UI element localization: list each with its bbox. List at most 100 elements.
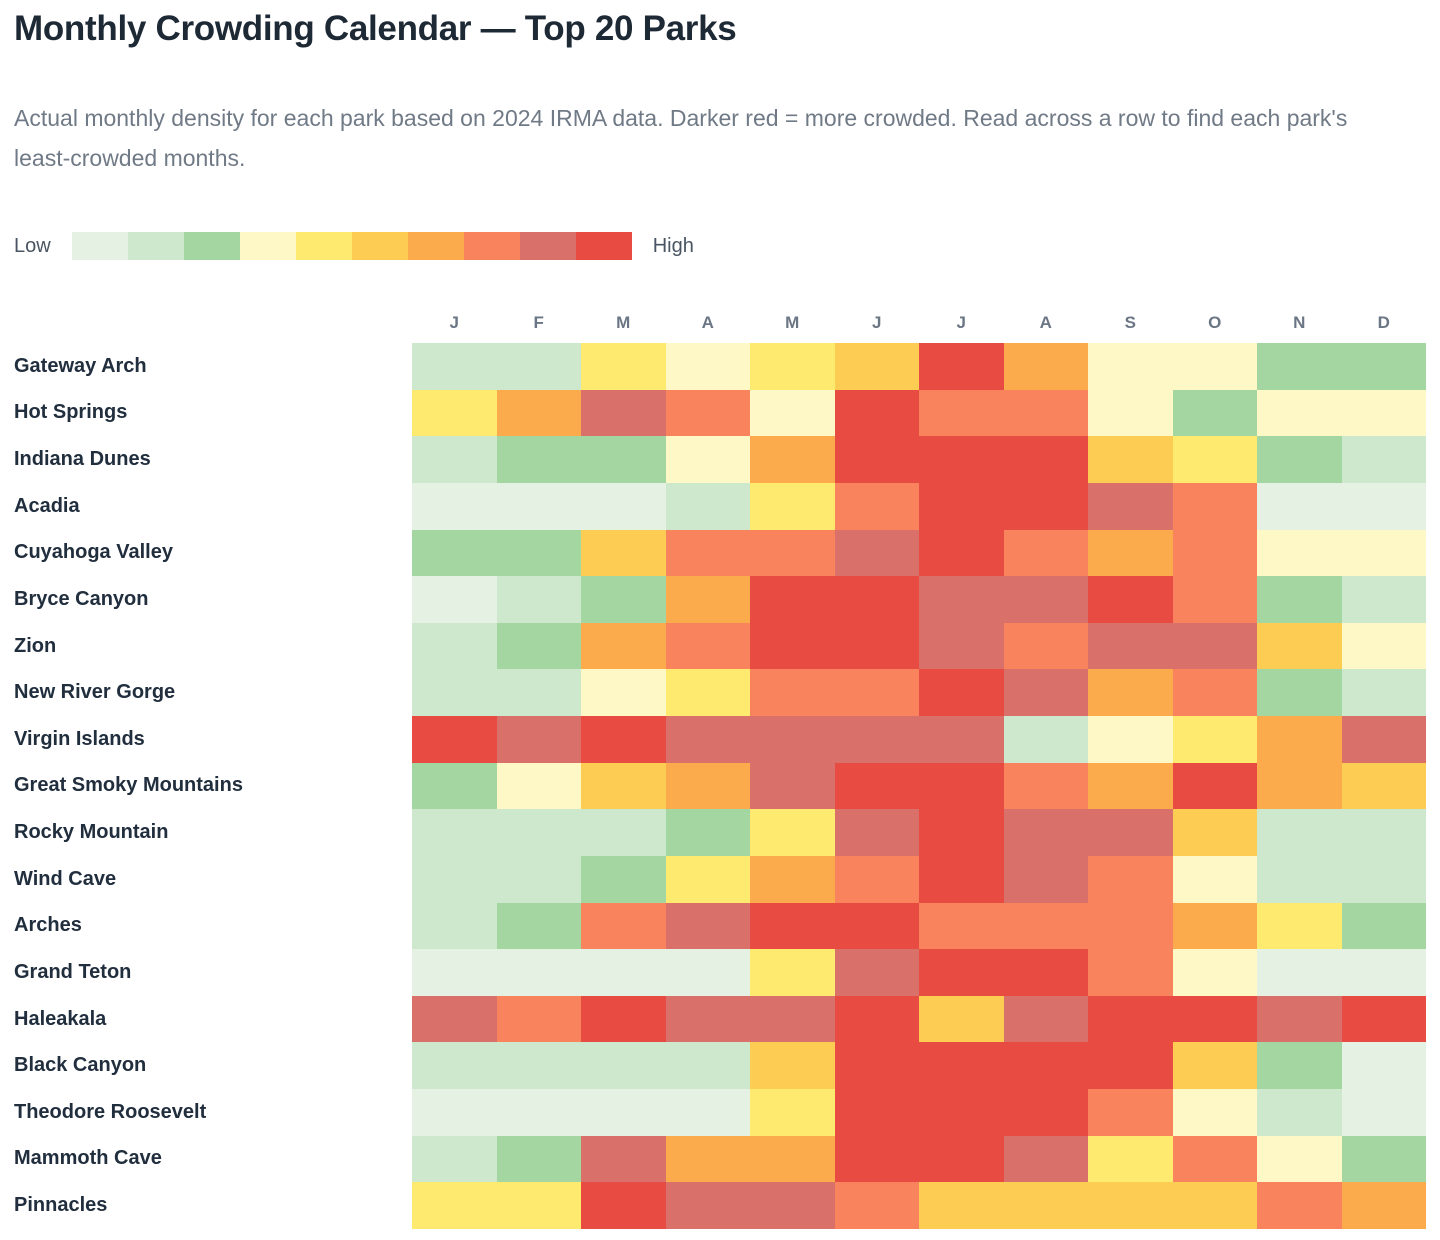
heatmap-cell — [496, 482, 581, 530]
heatmap-cell — [1088, 436, 1173, 483]
heatmap-cell — [1088, 995, 1173, 1043]
heatmap-cell — [1341, 1135, 1426, 1183]
heatmap-cell — [834, 995, 919, 1043]
heatmap-cell — [919, 1042, 1004, 1089]
heatmap-cell — [1341, 902, 1426, 950]
heatmap-cell — [1257, 343, 1342, 390]
heatmap-cell — [665, 716, 750, 763]
park-label: Acadia — [14, 494, 80, 517]
crowding-heatmap: J F M A M J J A S O N D Gateway Arch Hot Springs India… — [0, 303, 1440, 1229]
month-header: M — [616, 313, 631, 332]
heatmap-cell — [834, 622, 919, 670]
month-header: J — [956, 313, 966, 332]
legend-swatch — [407, 232, 464, 260]
heatmap-cell — [496, 343, 581, 390]
heatmap-cell — [1088, 576, 1173, 623]
heatmap-cell — [412, 902, 497, 950]
legend-swatch — [575, 232, 632, 260]
heatmap-cell — [496, 809, 581, 856]
heatmap-cell — [496, 855, 581, 903]
heatmap-cell — [1088, 1042, 1173, 1089]
heatmap-cell — [1341, 949, 1426, 996]
heatmap-cell — [1088, 622, 1173, 670]
heatmap-cell — [496, 436, 581, 483]
heatmap-cell — [834, 855, 919, 903]
heatmap-cell — [834, 576, 919, 623]
heatmap-cell — [919, 809, 1004, 856]
legend-low-label: Low — [14, 234, 51, 257]
park-label: Indiana Dunes — [14, 448, 151, 471]
heatmap-cell — [750, 902, 835, 950]
heatmap-cell — [1172, 855, 1257, 903]
header-spacer — [0, 303, 412, 343]
heatmap-cell — [919, 716, 1004, 763]
heatmap-cell — [581, 576, 666, 623]
month-header: J — [872, 313, 882, 332]
heatmap-cell — [750, 716, 835, 763]
heatmap-cell — [750, 669, 835, 716]
park-label: Bryce Canyon — [14, 587, 149, 610]
heatmap-cell — [1257, 902, 1342, 950]
heatmap-cell — [1172, 482, 1257, 530]
month-header: N — [1293, 313, 1306, 332]
heatmap-cell — [1341, 1089, 1426, 1136]
heatmap-cell — [1088, 809, 1173, 856]
legend-swatch — [295, 232, 352, 260]
legend-high-label: High — [652, 234, 694, 257]
heatmap-cell — [1003, 1042, 1088, 1089]
heatmap-cell — [919, 855, 1004, 903]
legend-swatch — [351, 232, 408, 260]
month-header: D — [1377, 313, 1390, 332]
heatmap-cell — [581, 1135, 666, 1183]
heatmap-cell — [581, 1042, 666, 1089]
heatmap-cell — [834, 1182, 919, 1229]
heatmap-cell — [496, 529, 581, 577]
heatmap-cell — [750, 949, 835, 996]
park-label: Theodore Roosevelt — [14, 1100, 207, 1123]
heatmap-cell — [1257, 995, 1342, 1043]
heatmap-cell — [1172, 949, 1257, 996]
heatmap-cell — [1257, 1135, 1342, 1183]
heatmap-cell — [496, 576, 581, 623]
heatmap-cell — [665, 762, 750, 810]
heatmap-cell — [1003, 576, 1088, 623]
heatmap-cell — [1172, 669, 1257, 716]
heatmap-cell — [1088, 949, 1173, 996]
heatmap-cell — [581, 855, 666, 903]
heatmap-cell — [750, 762, 835, 810]
heatmap-cell — [1088, 1089, 1173, 1136]
park-label: Gateway Arch — [14, 354, 147, 377]
heatmap-cell — [834, 1042, 919, 1089]
heatmap-cell — [1003, 902, 1088, 950]
heatmap-cell — [750, 809, 835, 856]
heatmap-cell — [581, 436, 666, 483]
legend: Low High — [0, 232, 1440, 260]
heatmap-cell — [919, 1135, 1004, 1183]
heatmap-cell — [1341, 436, 1426, 483]
heatmap-cell — [412, 622, 497, 670]
heatmap-cell — [1172, 436, 1257, 483]
heatmap-cell — [665, 389, 750, 437]
heatmap-cell — [919, 576, 1004, 623]
heatmap-cell — [834, 762, 919, 810]
heatmap-cell — [581, 949, 666, 996]
heatmap-cell — [1341, 762, 1426, 810]
heatmap-cell — [412, 482, 497, 530]
heatmap-cell — [496, 669, 581, 716]
heatmap-cell — [919, 669, 1004, 716]
heatmap-cell — [1003, 1135, 1088, 1183]
heatmap-cell — [496, 622, 581, 670]
heatmap-cell — [412, 1089, 497, 1136]
heatmap-cell — [581, 343, 666, 390]
heatmap-cell — [1003, 669, 1088, 716]
heatmap-cell — [496, 949, 581, 996]
heatmap-cell — [1003, 436, 1088, 483]
heatmap-cell — [1003, 855, 1088, 903]
heatmap-cell — [1003, 949, 1088, 996]
heatmap-cell — [412, 762, 497, 810]
heatmap-cell — [581, 809, 666, 856]
heatmap-cell — [834, 482, 919, 530]
heatmap-cell — [1341, 529, 1426, 577]
heatmap-cell — [834, 529, 919, 577]
heatmap-cell — [750, 436, 835, 483]
